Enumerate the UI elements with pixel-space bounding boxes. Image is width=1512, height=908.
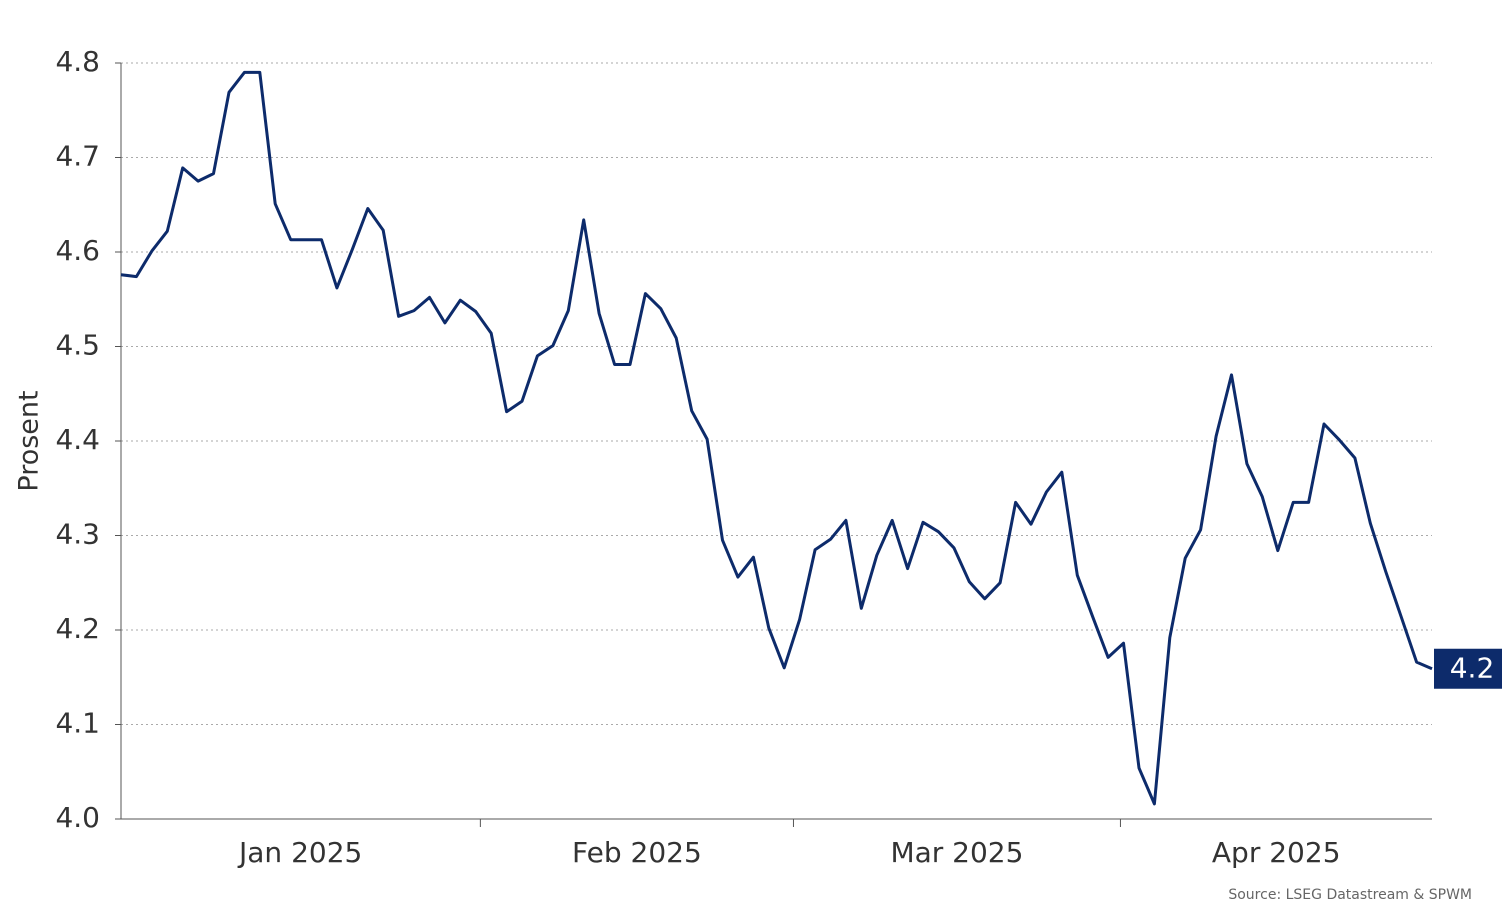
y-tick-label: 4.7 — [55, 140, 100, 173]
y-tick-label: 4.3 — [55, 518, 100, 551]
end-label-box — [1434, 648, 1502, 689]
x-tick-label: Jan 2025 — [237, 836, 362, 869]
y-tick-label: 4.4 — [55, 423, 100, 456]
end-label: 4.2 — [1450, 652, 1495, 685]
y-tick-label: 4.6 — [55, 234, 100, 267]
y-tick-label: 4.5 — [55, 329, 100, 362]
y-tick-label: 4.0 — [55, 801, 100, 834]
y-tick-label: 4.8 — [55, 45, 100, 78]
y-tick-label: 4.2 — [55, 612, 100, 645]
x-tick-label: Apr 2025 — [1212, 836, 1341, 869]
y-tick-label: 4.1 — [55, 707, 100, 740]
source: Source: LSEG Datastream & SPWM — [1228, 887, 1472, 903]
y-axis-label: Prosent — [14, 390, 45, 491]
x-tick-label: Mar 2025 — [890, 836, 1023, 869]
line — [120, 70, 1433, 806]
x-tick-label: Feb 2025 — [572, 836, 702, 869]
